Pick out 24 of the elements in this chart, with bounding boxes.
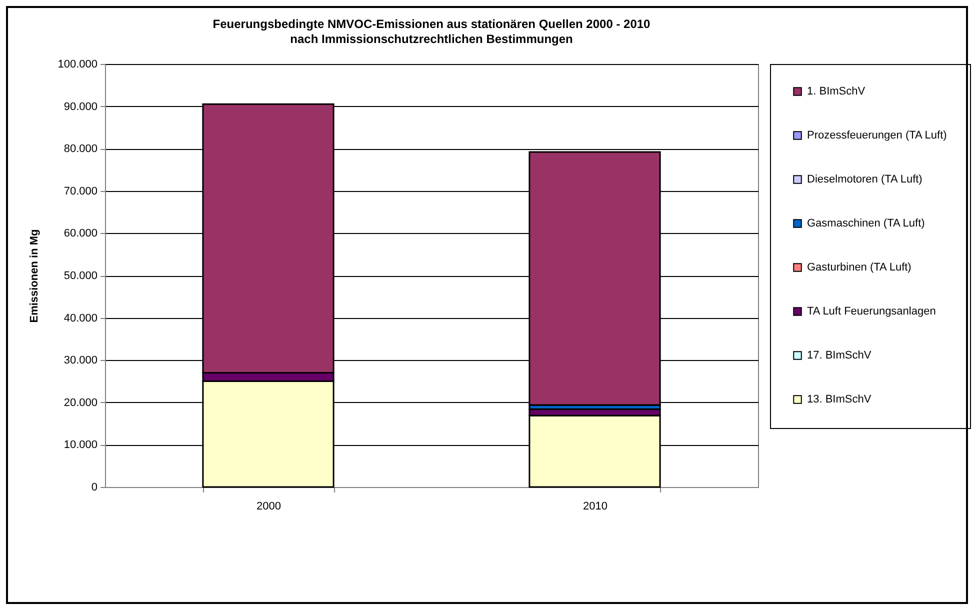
- legend-label: Gasturbinen (TA Luft): [807, 262, 912, 274]
- y-tick-label: 30.000: [64, 354, 98, 367]
- legend-label: 1. BImSchV: [807, 86, 866, 98]
- y-tick-label: 70.000: [64, 185, 98, 198]
- legend-label: 17. BImSchV: [807, 350, 872, 362]
- y-tick-label: 90.000: [64, 100, 98, 113]
- y-tick-label: 0: [91, 482, 98, 494]
- y-tick-label: 50.000: [64, 270, 98, 282]
- y-axis-title: Emissionen in Mg: [28, 229, 41, 323]
- y-tick-label: 60.000: [64, 228, 98, 240]
- legend-label: 13. BImSchV: [807, 394, 872, 406]
- legend-label: TA Luft Feuerungsanlagen: [807, 306, 936, 318]
- chart-title: Feuerungsbedingte NMVOC-Emissionen aus stationären Quellen 2000 - 2010: [212, 17, 651, 31]
- chart-subtitle: nach Immissionschutzrechtlichen Bestimmungen: [290, 32, 573, 46]
- legend-label: Prozessfeuerungen (TA Luft): [807, 130, 947, 142]
- y-tick-label: 80.000: [64, 143, 98, 156]
- y-tick-label: 40.000: [64, 312, 98, 324]
- x-tick-label: 2000: [256, 500, 281, 512]
- y-tick-label: 100.000: [58, 58, 98, 70]
- legend-label: Dieselmotoren (TA Luft): [807, 174, 922, 186]
- legend-label: Gasmaschinen (TA Luft): [807, 218, 925, 230]
- y-tick-label: 20.000: [64, 396, 98, 409]
- x-tick-label: 2010: [583, 500, 608, 512]
- y-tick-label: 10.000: [64, 439, 98, 452]
